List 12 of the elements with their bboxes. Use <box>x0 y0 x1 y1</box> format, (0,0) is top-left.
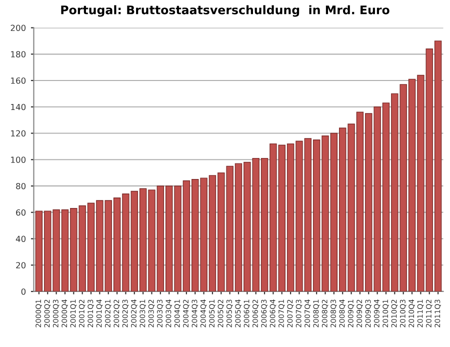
chart-title: Portugal: Bruttostaatsverschuldung in Mrd. Euro <box>61 5 390 17</box>
y-tick-label: 140 <box>11 104 26 110</box>
y-tick-label: 20 <box>16 262 26 268</box>
y-tick-label: 40 <box>16 236 26 242</box>
y-tick-label: 200 <box>10 24 26 32</box>
y-tick-label: 60 <box>16 209 26 216</box>
y-tick-label: 100 <box>11 156 26 163</box>
y-tick-label: 180 <box>11 51 26 58</box>
y-tick-label: 160 <box>11 77 26 84</box>
y-tick-label: 0 <box>21 288 26 295</box>
y-tick-label: 120 <box>11 130 26 137</box>
y-tick-label: 80 <box>16 182 26 190</box>
